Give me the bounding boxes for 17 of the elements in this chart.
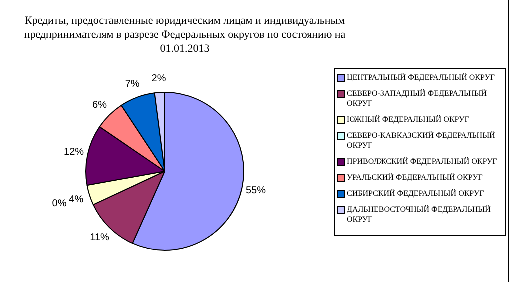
legend-label: ЮЖНЫЙ ФЕДЕРАЛЬНЫЙ ОКРУГ bbox=[347, 115, 470, 125]
data-label: 12% bbox=[64, 146, 84, 158]
data-label: 6% bbox=[92, 100, 108, 111]
text: 0% bbox=[52, 198, 67, 210]
data-label: 11% bbox=[90, 232, 110, 244]
data-label: 55% bbox=[246, 186, 266, 197]
legend-label: СЕВЕРО-КАВКАЗСКИЙ ФЕДЕРАЛЬНЫЙ ОКРУГ bbox=[347, 131, 496, 151]
legend-label: УРАЛЬСКИЙ ФЕДЕРАЛЬНЫЙ ОКРУГ bbox=[347, 173, 483, 183]
legend-label: ЦЕНТРАЛЬНЫЙ ФЕДЕРАЛЬНЫЙ ОКРУГ bbox=[347, 73, 496, 83]
data-label: 2% bbox=[152, 73, 166, 84]
data-label: 4% bbox=[69, 194, 84, 206]
legend-label: СИБИРСКИЙ ФЕДЕРАЛЬНЫЙ ОКРУГ bbox=[347, 189, 484, 199]
legend-label: СЕВЕРО-ЗАПАДНЫЙ ФЕДЕРАЛЬНЫЙ ОКРУГ bbox=[347, 89, 488, 109]
chart-title: Кредиты, предоставленные юридическим лицам и индивидуальным предпринимателям в разрезе Федеральных округов по состоянию на 01.01.2013 bbox=[23, 14, 347, 56]
data-label: 7% bbox=[125, 79, 140, 90]
legend-label: ДАЛЬНЕВОСТОЧНЫЙ ФЕДЕРАЛЬНЫЙ ОКРУГ bbox=[347, 205, 492, 225]
legend-label: ПРИВОЛЖСКИЙ ФЕДЕРАЛЬНЫЙ ОКРУГ bbox=[347, 157, 498, 167]
